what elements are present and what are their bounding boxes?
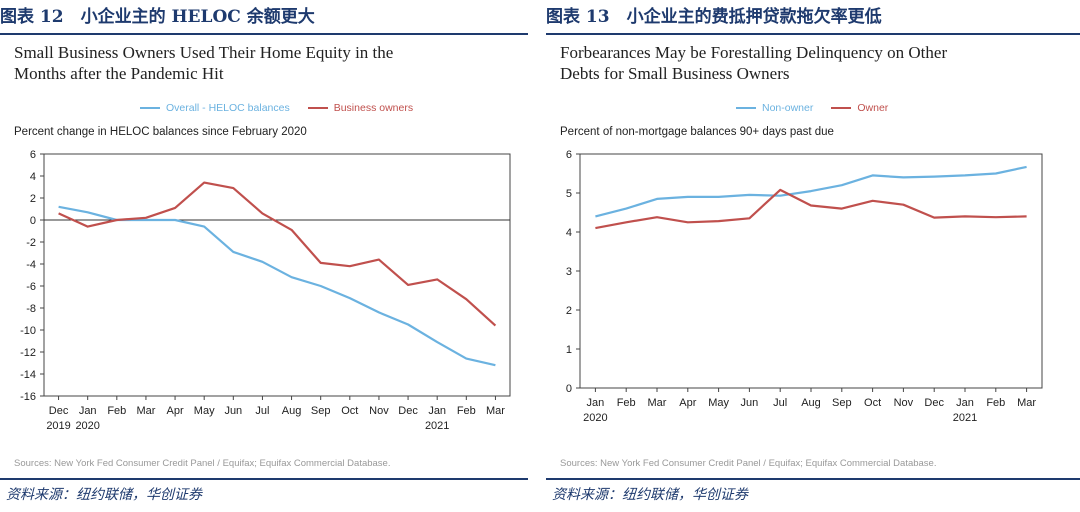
x-year-label: 2020 xyxy=(583,412,607,424)
y-tick-label: -16 xyxy=(20,391,36,403)
x-tick-label: Mar xyxy=(648,397,667,409)
x-tick-label: Mar xyxy=(1017,397,1036,409)
chart-title-line-2: Debts for Small Business Owners xyxy=(560,64,790,83)
x-tick-label: Mar xyxy=(136,405,155,417)
chart-legend: Non-owner Owner xyxy=(736,100,906,114)
x-tick-label: Jul xyxy=(255,405,269,417)
legend-label: Overall - HELOC balances xyxy=(166,102,290,114)
series-line xyxy=(595,165,1027,218)
x-tick-label: Jan xyxy=(956,397,974,409)
chart-sources: Sources: New York Fed Consumer Credit Pa… xyxy=(14,458,391,469)
x-year-label: 2019 xyxy=(46,420,70,432)
y-tick-label: 4 xyxy=(566,227,572,239)
y-tick-label: 1 xyxy=(566,344,572,356)
y-tick-label: 6 xyxy=(30,149,36,161)
x-tick-label: Dec xyxy=(398,405,418,417)
x-tick-label: Feb xyxy=(107,405,126,417)
legend-swatch xyxy=(831,107,852,109)
chart-legend: Overall - HELOC balances Business owners xyxy=(140,100,431,114)
legend-item: Overall - HELOC balances xyxy=(140,102,290,114)
y-axis-subtitle: Percent of non-mortgage balances 90+ day… xyxy=(560,126,834,138)
legend-label: Non-owner xyxy=(762,102,814,114)
x-tick-label: Feb xyxy=(986,397,1005,409)
y-tick-label: 0 xyxy=(30,215,36,227)
header-rule xyxy=(0,33,528,35)
y-tick-label: 0 xyxy=(566,383,572,395)
y-tick-label: 6 xyxy=(566,149,572,161)
x-tick-label: Jun xyxy=(224,405,242,417)
chart-title: Forbearances May be Forestalling Delinqu… xyxy=(560,42,1060,84)
x-tick-label: Jun xyxy=(741,397,759,409)
right-figure-panel: 图表 13 小企业主的费抵押贷款拖欠率更低 Forbearances May b… xyxy=(546,0,1080,512)
header-rule xyxy=(546,33,1080,35)
x-year-label: 2021 xyxy=(953,412,977,424)
x-tick-label: Aug xyxy=(801,397,821,409)
x-tick-label: Aug xyxy=(282,405,302,417)
legend-item: Non-owner xyxy=(736,102,813,114)
x-tick-label: Mar xyxy=(486,405,505,417)
figure-footnote: 资料来源：纽约联储，华创证券 xyxy=(6,487,202,503)
x-tick-label: Jan xyxy=(79,405,97,417)
series-line xyxy=(58,205,496,367)
series-line xyxy=(58,181,497,327)
y-tick-label: 2 xyxy=(30,193,36,205)
x-tick-label: Oct xyxy=(341,405,358,417)
y-tick-label: 4 xyxy=(30,171,36,183)
x-tick-label: Jan xyxy=(587,397,605,409)
x-tick-label: Dec xyxy=(924,397,944,409)
legend-label: Owner xyxy=(857,102,889,114)
x-tick-label: Dec xyxy=(49,405,69,417)
x-tick-label: Apr xyxy=(679,397,696,409)
x-tick-label: Feb xyxy=(457,405,476,417)
x-tick-label: Oct xyxy=(864,397,881,409)
y-tick-label: 3 xyxy=(566,266,572,278)
sources-rule xyxy=(0,478,528,480)
y-tick-label: -4 xyxy=(26,259,36,271)
left-figure-panel: 图表 12 小企业主的 HELOC 余额更大 Small Business Ow… xyxy=(0,0,528,512)
chart-title-line-1: Small Business Owners Used Their Home Eq… xyxy=(14,43,394,62)
legend-item: Business owners xyxy=(307,102,414,114)
legend-swatch xyxy=(736,107,756,109)
x-tick-label: Feb xyxy=(617,397,636,409)
y-tick-label: 5 xyxy=(566,188,572,200)
x-year-label: 2020 xyxy=(75,420,99,432)
figure-header: 图表 13 小企业主的费抵押贷款拖欠率更低 xyxy=(546,7,882,27)
x-tick-label: Jul xyxy=(773,397,787,409)
x-tick-label: Jan xyxy=(428,405,446,417)
y-tick-label: -12 xyxy=(20,347,36,359)
x-tick-label: Sep xyxy=(832,397,852,409)
chart-plot: 6 4 2 0 -2 -4 -6 -8 -10 -12 -14 -16 Dec Jan Feb Mar Apr M… xyxy=(20,149,511,432)
chart-plot: 6 5 4 3 2 1 0 Jan Feb Mar Apr May Jun Jul Aug Sep Oct Nov… xyxy=(566,149,1043,424)
x-tick-label: May xyxy=(194,405,215,417)
plot-frame xyxy=(579,153,1043,389)
y-tick-label: -14 xyxy=(20,369,36,381)
plot-frame xyxy=(43,153,511,397)
legend-label: Business owners xyxy=(333,102,414,114)
figure-footnote: 资料来源：纽约联储，华创证券 xyxy=(552,487,748,503)
x-tick-label: Apr xyxy=(167,405,184,417)
y-tick-label: 2 xyxy=(566,305,572,317)
y-tick-label: -6 xyxy=(26,281,36,293)
legend-swatch xyxy=(140,107,160,109)
legend-item: Owner xyxy=(831,102,888,114)
figure-header: 图表 12 小企业主的 HELOC 余额更大 xyxy=(0,7,315,27)
chart-sources: Sources: New York Fed Consumer Credit Pa… xyxy=(560,458,937,469)
chart-title-line-2: Months after the Pandemic Hit xyxy=(14,64,224,83)
x-tick-label: May xyxy=(708,397,729,409)
sources-rule xyxy=(546,478,1080,480)
y-axis-subtitle: Percent change in HELOC balances since F… xyxy=(14,126,307,138)
x-tick-label: Nov xyxy=(369,405,389,417)
y-tick-label: -10 xyxy=(20,325,36,337)
y-tick-label: -2 xyxy=(26,237,36,249)
chart-title-line-1: Forbearances May be Forestalling Delinqu… xyxy=(560,43,948,62)
legend-swatch xyxy=(307,107,328,109)
x-year-label: 2021 xyxy=(425,420,449,432)
x-tick-label: Sep xyxy=(311,405,331,417)
chart-title: Small Business Owners Used Their Home Eq… xyxy=(14,42,514,84)
x-tick-label: Nov xyxy=(894,397,914,409)
y-tick-label: -8 xyxy=(26,303,36,315)
series-line xyxy=(595,188,1027,230)
